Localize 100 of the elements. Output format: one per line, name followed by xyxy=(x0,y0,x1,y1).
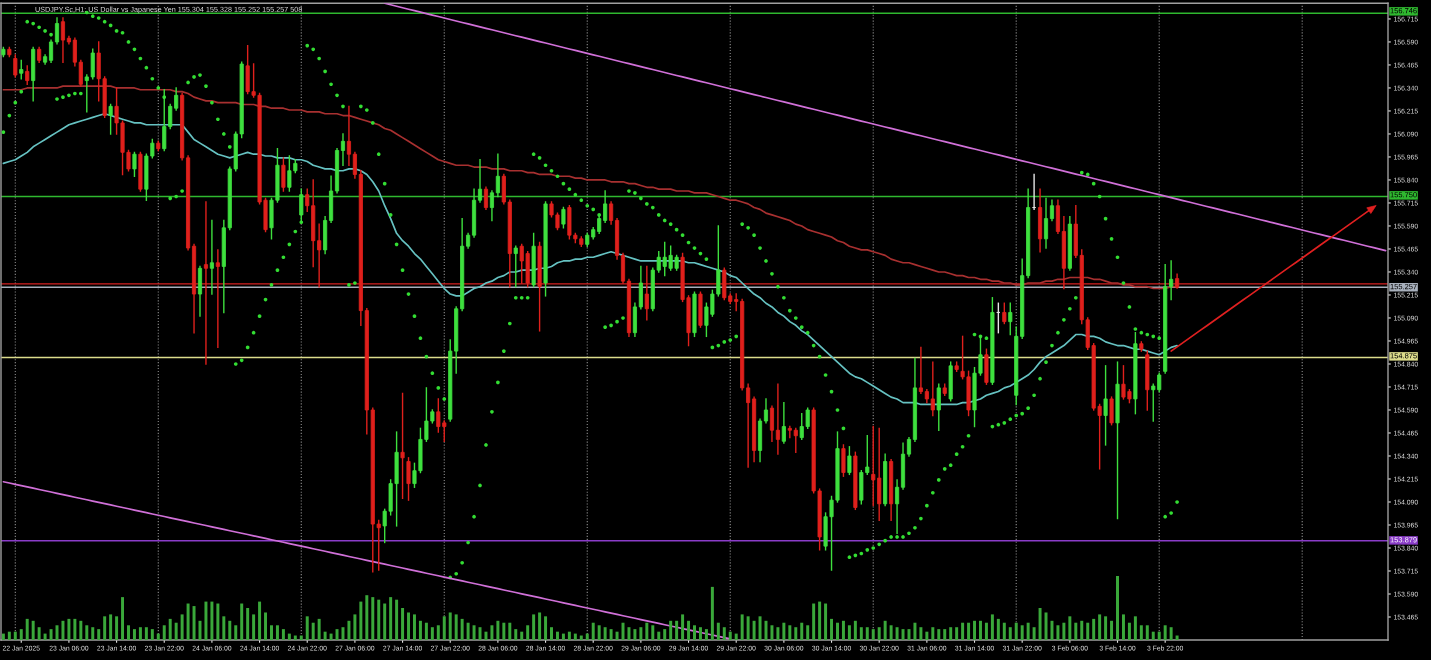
candlestick xyxy=(477,159,483,203)
candlestick xyxy=(746,383,751,468)
bar xyxy=(1175,635,1179,640)
bar xyxy=(550,627,553,640)
candlestick xyxy=(400,392,405,500)
bar xyxy=(1062,622,1066,640)
bar xyxy=(13,631,17,640)
bar xyxy=(978,620,982,640)
bar xyxy=(830,618,834,640)
bar xyxy=(1104,616,1108,640)
bar xyxy=(1020,625,1024,640)
candlestick xyxy=(174,87,179,111)
bar xyxy=(752,620,756,640)
bar xyxy=(460,618,464,640)
bar xyxy=(520,631,524,640)
candlestick xyxy=(54,17,60,45)
bar xyxy=(335,629,339,640)
bar xyxy=(162,625,166,640)
bar xyxy=(132,629,136,640)
bar xyxy=(395,599,399,640)
bar xyxy=(526,625,530,640)
bar xyxy=(91,627,95,640)
bar xyxy=(222,616,226,640)
candlestick xyxy=(906,436,912,457)
candlestick xyxy=(60,17,66,63)
bar xyxy=(377,599,381,640)
candlestick xyxy=(513,245,518,288)
candlestick xyxy=(1008,302,1013,336)
bar xyxy=(859,627,863,640)
bar xyxy=(365,595,369,640)
bar xyxy=(788,625,792,640)
bar xyxy=(1151,631,1155,640)
bar xyxy=(633,629,637,640)
bar xyxy=(478,627,482,640)
candlestick xyxy=(352,151,357,179)
candlestick xyxy=(918,346,923,395)
bar xyxy=(281,629,285,640)
bar xyxy=(490,625,494,640)
bar xyxy=(931,627,935,640)
bar xyxy=(925,631,929,640)
bar xyxy=(561,633,565,640)
bar xyxy=(585,633,589,640)
bar xyxy=(776,627,780,640)
bar xyxy=(121,597,125,640)
bar xyxy=(264,612,268,640)
candlestick xyxy=(299,188,304,222)
bar xyxy=(37,627,41,640)
bar xyxy=(597,625,601,640)
bar xyxy=(841,620,845,640)
bar xyxy=(174,622,178,640)
bar xyxy=(383,603,387,640)
bar xyxy=(1050,620,1054,640)
candlestick xyxy=(847,446,852,476)
candlestick xyxy=(936,383,941,431)
bar xyxy=(347,620,351,640)
bar xyxy=(639,627,643,640)
bar xyxy=(371,597,375,640)
bar xyxy=(442,616,446,640)
bar xyxy=(949,627,953,640)
bar xyxy=(710,586,714,640)
bar xyxy=(186,603,190,640)
bar xyxy=(693,625,696,640)
candlestick xyxy=(48,39,54,63)
bar xyxy=(210,601,214,640)
candlestick xyxy=(638,265,643,310)
bar xyxy=(657,631,661,640)
bar xyxy=(1092,618,1096,640)
bar xyxy=(555,631,559,640)
bar xyxy=(877,627,881,640)
bar xyxy=(514,629,518,640)
bar xyxy=(407,612,411,640)
bar xyxy=(865,627,869,640)
bar xyxy=(544,616,548,640)
bar xyxy=(1056,625,1060,640)
bar xyxy=(937,629,941,640)
bar xyxy=(150,629,154,640)
bar xyxy=(883,620,887,640)
bar xyxy=(401,608,405,640)
bar xyxy=(532,614,536,640)
bar xyxy=(192,606,196,640)
bar xyxy=(168,618,172,640)
bar xyxy=(299,635,303,640)
bar xyxy=(704,629,708,640)
bar xyxy=(228,620,232,640)
bar xyxy=(1014,622,1018,640)
bar xyxy=(758,616,762,640)
bar xyxy=(67,618,71,640)
bar xyxy=(1086,622,1090,640)
bar xyxy=(240,603,244,640)
candlestick xyxy=(930,361,935,417)
bar xyxy=(436,625,440,640)
candlestick xyxy=(763,398,769,424)
line-series xyxy=(2,480,732,640)
bar xyxy=(234,625,238,640)
bar xyxy=(19,629,23,640)
bar xyxy=(496,620,500,640)
bar xyxy=(538,612,542,640)
candlestick xyxy=(1169,260,1174,301)
bar xyxy=(669,620,673,640)
bar xyxy=(734,633,738,640)
